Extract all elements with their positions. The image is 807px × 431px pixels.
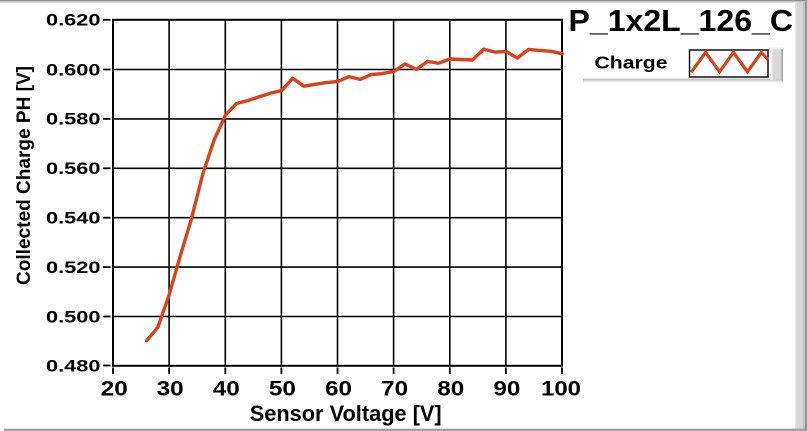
svg-text:50: 50 [269, 376, 296, 400]
svg-text:90: 90 [493, 376, 520, 400]
svg-text:0.540: 0.540 [46, 209, 101, 228]
svg-text:60: 60 [325, 376, 352, 400]
svg-text:0.560: 0.560 [46, 159, 101, 178]
svg-text:80: 80 [437, 376, 464, 400]
svg-text:20: 20 [101, 376, 128, 400]
svg-text:40: 40 [213, 376, 240, 400]
svg-text:P_1x2L_126_C: P_1x2L_126_C [569, 3, 794, 38]
svg-text:0.520: 0.520 [46, 258, 101, 277]
svg-text:100: 100 [541, 376, 581, 400]
svg-text:30: 30 [157, 376, 184, 400]
svg-text:70: 70 [381, 376, 408, 400]
svg-text:Sensor Voltage [V]: Sensor Voltage [V] [250, 401, 442, 426]
svg-text:Charge: Charge [595, 52, 668, 72]
svg-text:0.620: 0.620 [46, 11, 101, 30]
svg-text:0.500: 0.500 [46, 307, 101, 326]
svg-text:0.580: 0.580 [46, 110, 101, 129]
svg-text:0.600: 0.600 [46, 60, 101, 79]
svg-text:0.480: 0.480 [46, 356, 101, 375]
svg-text:Collected Charge PH [V]: Collected Charge PH [V] [13, 66, 35, 285]
